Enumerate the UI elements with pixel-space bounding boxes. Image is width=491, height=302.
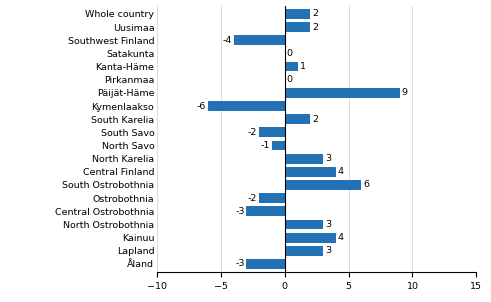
Bar: [285, 220, 323, 230]
Text: 2: 2: [312, 115, 318, 124]
Bar: [285, 246, 323, 256]
Bar: [285, 9, 310, 19]
Bar: [259, 127, 285, 137]
Bar: [285, 233, 336, 243]
Bar: [285, 167, 336, 177]
Text: -3: -3: [235, 259, 245, 268]
Bar: [208, 101, 285, 111]
Bar: [234, 35, 285, 45]
Bar: [285, 114, 310, 124]
Bar: [259, 193, 285, 203]
Text: -2: -2: [248, 128, 257, 137]
Text: 0: 0: [287, 75, 293, 84]
Text: 2: 2: [312, 9, 318, 18]
Bar: [246, 206, 285, 216]
Bar: [246, 259, 285, 269]
Bar: [285, 180, 361, 190]
Text: 0: 0: [287, 49, 293, 58]
Text: -4: -4: [222, 36, 232, 45]
Text: 9: 9: [402, 88, 408, 97]
Text: 4: 4: [338, 233, 344, 242]
Text: 4: 4: [338, 167, 344, 176]
Text: -3: -3: [235, 207, 245, 216]
Text: 3: 3: [325, 246, 331, 255]
Text: 3: 3: [325, 154, 331, 163]
Bar: [272, 140, 285, 150]
Text: -2: -2: [248, 194, 257, 203]
Bar: [285, 62, 298, 72]
Text: -1: -1: [261, 141, 270, 150]
Bar: [285, 154, 323, 164]
Text: 3: 3: [325, 220, 331, 229]
Bar: [285, 22, 310, 32]
Text: -6: -6: [197, 101, 206, 111]
Bar: [285, 88, 400, 98]
Text: 1: 1: [300, 62, 305, 71]
Text: 6: 6: [363, 181, 369, 189]
Text: 2: 2: [312, 23, 318, 32]
